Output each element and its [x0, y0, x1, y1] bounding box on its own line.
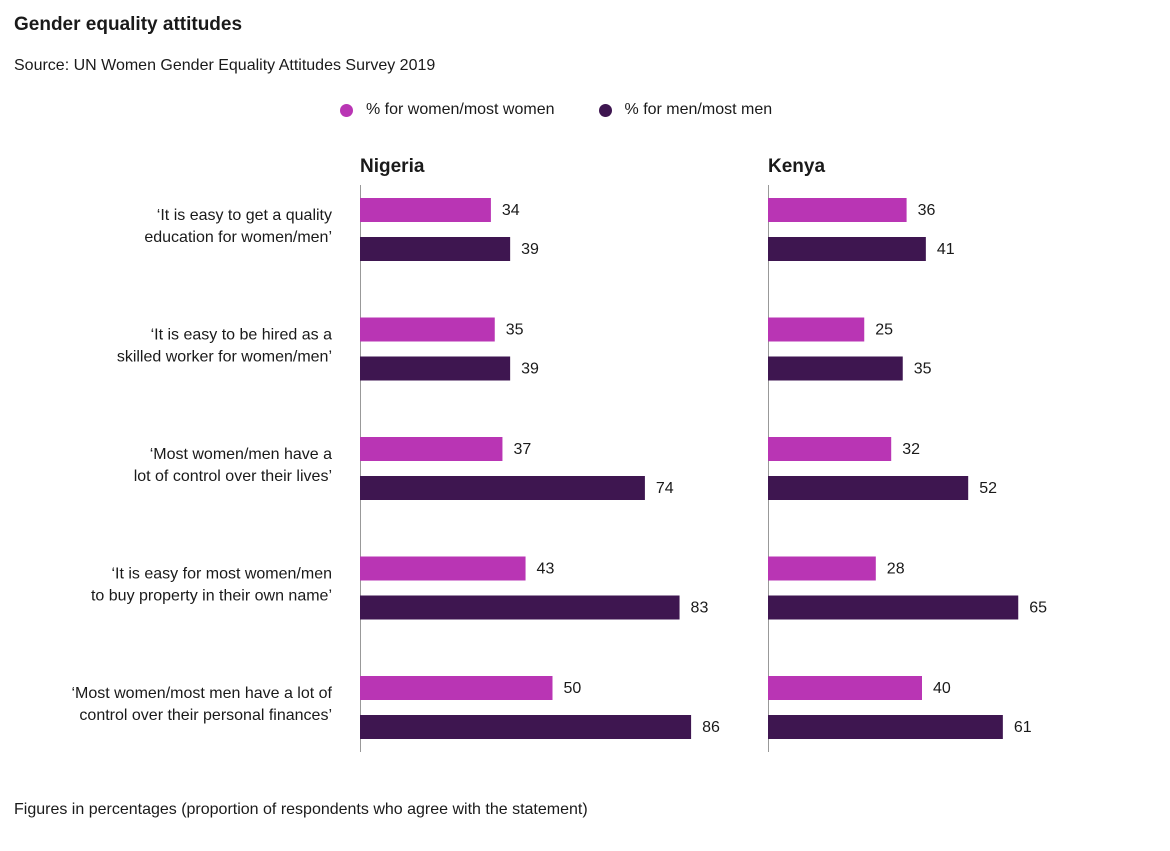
- chart-source: Source: UN Women Gender Equality Attitud…: [14, 57, 436, 74]
- bar-kenya-women: [768, 317, 865, 342]
- category-label: skilled worker for women/men’: [117, 349, 332, 366]
- bar-nigeria-men: [360, 237, 511, 261]
- data-label-nigeria-men: 86: [702, 719, 720, 736]
- data-label-nigeria-women: 50: [564, 680, 582, 697]
- data-label-nigeria-men: 39: [521, 361, 539, 378]
- chart-title: Gender equality attitudes: [14, 14, 243, 35]
- category-label: lot of control over their lives’: [134, 468, 332, 485]
- category-label: ‘It is easy for most women/men: [111, 566, 332, 583]
- bar-nigeria-men: [360, 715, 692, 739]
- bar-kenya-men: [768, 237, 926, 261]
- category-label: ‘It is easy to be hired as a: [151, 327, 333, 344]
- data-label-kenya-women: 32: [902, 441, 920, 458]
- category-label: control over their personal finances’: [79, 707, 332, 724]
- data-label-kenya-men: 65: [1029, 600, 1047, 617]
- data-label-kenya-women: 25: [875, 322, 893, 339]
- category-label: education for women/men’: [144, 229, 332, 246]
- bar-nigeria-men: [360, 476, 645, 500]
- legend-label-women: % for women/most women: [366, 101, 555, 118]
- bar-nigeria-women: [360, 437, 503, 461]
- bar-kenya-men: [768, 356, 903, 381]
- bar-nigeria-women: [360, 556, 526, 581]
- panel-title-kenya: Kenya: [768, 156, 825, 177]
- bar-kenya-women: [768, 676, 922, 700]
- legend-swatch-women: [340, 103, 353, 117]
- data-label-kenya-men: 41: [937, 241, 955, 258]
- chart-footnote: Figures in percentages (proportion of re…: [14, 801, 588, 818]
- data-label-kenya-women: 36: [918, 202, 936, 219]
- bar-nigeria-men: [360, 356, 511, 381]
- legend-swatch-men: [598, 103, 612, 117]
- data-label-kenya-men: 52: [979, 480, 997, 497]
- data-label-nigeria-men: 74: [656, 480, 674, 497]
- legend-item-women: % for women/most women: [340, 101, 555, 119]
- data-label-kenya-women: 28: [887, 561, 905, 578]
- panel-title-nigeria: Nigeria: [360, 156, 425, 177]
- category-label: ‘Most women/most men have a lot of: [71, 685, 332, 702]
- bar-nigeria-women: [360, 676, 553, 700]
- data-label-kenya-men: 61: [1014, 719, 1032, 736]
- category-label: ‘It is easy to get a quality: [157, 207, 332, 224]
- category-label: to buy property in their own name’: [91, 588, 332, 605]
- category-label: ‘Most women/men have a: [150, 446, 332, 463]
- bar-nigeria-women: [360, 317, 495, 342]
- data-label-nigeria-men: 39: [521, 241, 539, 258]
- bar-kenya-women: [768, 198, 907, 222]
- data-label-nigeria-women: 37: [513, 441, 531, 458]
- bar-kenya-men: [768, 476, 969, 500]
- bar-nigeria-men: [360, 595, 680, 620]
- data-label-nigeria-women: 35: [506, 322, 524, 339]
- bar-kenya-men: [768, 595, 1019, 620]
- data-label-kenya-men: 35: [914, 361, 932, 378]
- data-label-nigeria-men: 83: [691, 600, 709, 617]
- legend: % for women/most women % for men/most me…: [340, 101, 772, 119]
- legend-item-men: % for men/most men: [598, 101, 773, 119]
- data-label-kenya-women: 40: [933, 680, 951, 697]
- bar-kenya-women: [768, 437, 892, 461]
- data-label-nigeria-women: 34: [502, 202, 520, 219]
- bar-kenya-women: [768, 556, 876, 581]
- bar-kenya-men: [768, 715, 1003, 739]
- legend-label-men: % for men/most men: [624, 101, 773, 118]
- bar-nigeria-women: [360, 198, 491, 222]
- data-label-nigeria-women: 43: [537, 561, 555, 578]
